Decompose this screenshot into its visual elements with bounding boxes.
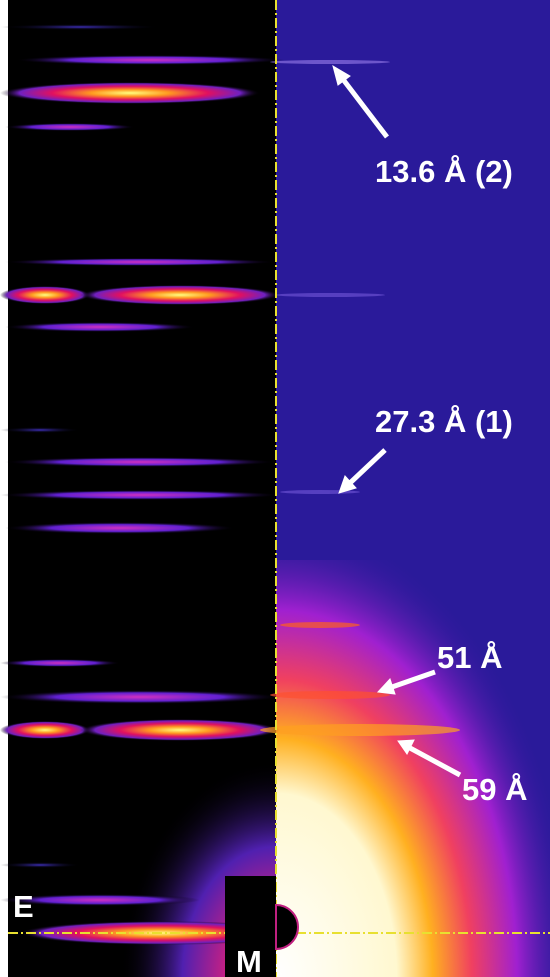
streak: [5, 258, 275, 266]
measured-streaks: [260, 60, 460, 736]
streak: [80, 285, 280, 305]
annotation: 51 Å: [437, 640, 502, 675]
streak: [0, 82, 260, 104]
streak: [0, 24, 160, 30]
streak: [275, 293, 385, 297]
arrowhead: [332, 64, 351, 86]
streak: [0, 894, 200, 906]
streak: [0, 659, 120, 667]
arrow: [340, 76, 389, 139]
panel-label: M: [236, 944, 262, 977]
arrowhead: [338, 475, 357, 494]
panel-label: E: [13, 889, 34, 924]
streak: [80, 719, 280, 741]
streak: [270, 60, 390, 64]
simulated-streaks: [0, 24, 300, 945]
arrow: [408, 745, 462, 778]
streak: [280, 622, 360, 628]
arrowhead: [376, 678, 396, 695]
streak: [0, 690, 280, 704]
annotation: 59 Å: [462, 772, 527, 807]
streak: [15, 55, 285, 65]
arrowhead: [397, 739, 415, 755]
beamstop-circle: [275, 903, 299, 951]
annotation: 27.3 Å (1): [375, 404, 513, 439]
annotation: 13.6 Å (2): [375, 154, 513, 189]
streak: [270, 691, 390, 699]
streak: [0, 721, 90, 739]
streak: [260, 724, 460, 736]
streak: [0, 286, 90, 304]
streak: [5, 457, 275, 467]
arrow: [348, 448, 387, 485]
arrow: [391, 669, 436, 690]
streak: [5, 123, 135, 131]
streak: [0, 490, 280, 500]
streak: [5, 522, 235, 534]
streak: [5, 322, 195, 332]
streak: [0, 427, 80, 433]
streak: [0, 862, 80, 868]
diffuse-glow: [276, 560, 550, 977]
arrows: [332, 64, 462, 778]
beamstop: [225, 876, 276, 977]
